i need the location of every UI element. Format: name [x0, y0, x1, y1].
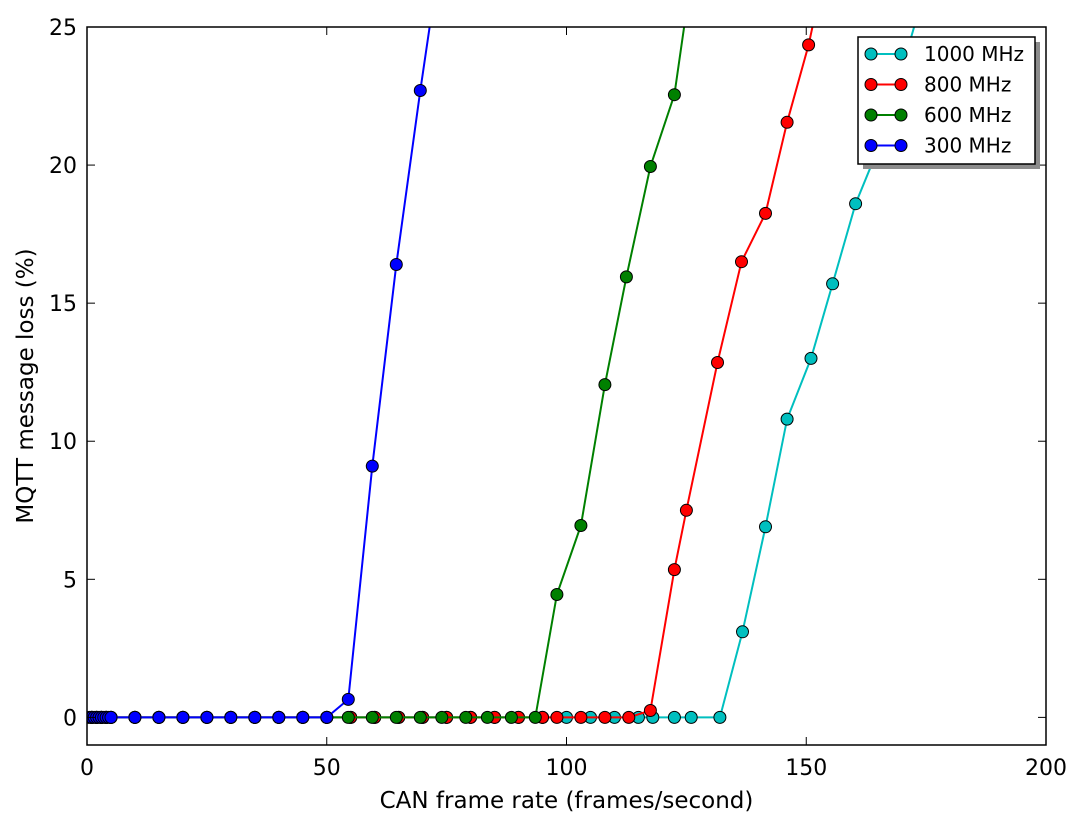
data-point	[200, 710, 214, 724]
data-point	[780, 412, 794, 426]
data-point	[480, 710, 494, 724]
data-point	[341, 710, 355, 724]
legend-marker	[864, 78, 878, 91]
data-point	[104, 710, 118, 724]
legend-label: 300 MHz	[924, 134, 1011, 158]
data-point	[643, 160, 657, 173]
legend-label: 600 MHz	[924, 103, 1011, 127]
legend: 1000 MHz 800 MHz 600 MHz 300 MHz	[857, 36, 1040, 169]
data-point	[759, 520, 772, 534]
y-tick-label: 5	[63, 568, 77, 593]
data-point	[759, 206, 772, 220]
data-point	[176, 710, 190, 724]
data-point	[224, 710, 238, 724]
data-point	[459, 710, 473, 724]
y-tick-label: 10	[49, 430, 77, 455]
data-point	[365, 710, 379, 724]
legend-marker	[894, 47, 908, 61]
tick-layer: 0 50 100 150 200 0 5 10 15 20 25	[49, 16, 1067, 781]
data-point	[598, 378, 612, 392]
y-axis-label: MQTT message loss (%)	[13, 248, 39, 523]
data-point	[320, 710, 334, 724]
data-point	[365, 459, 379, 473]
data-point	[679, 503, 693, 517]
y-tick-label: 15	[49, 292, 77, 317]
y-tick-label: 25	[49, 16, 77, 41]
data-point	[152, 710, 166, 724]
data-point	[435, 710, 449, 724]
x-axis-label: CAN frame rate (frames/second)	[380, 788, 754, 814]
data-point	[826, 277, 840, 291]
legend-item-300-mhz: 300 MHz	[864, 134, 1011, 158]
data-point	[849, 197, 863, 211]
legend-label: 800 MHz	[924, 73, 1011, 97]
x-tick-label: 100	[546, 756, 588, 781]
legend-marker	[864, 47, 878, 61]
legend-box	[857, 36, 1036, 165]
legend-marker	[864, 139, 878, 152]
y-tick-label: 20	[49, 154, 77, 179]
data-point	[128, 710, 142, 724]
x-tick-label: 50	[313, 756, 341, 781]
data-point	[735, 255, 748, 269]
legend-label: 1000 MHz	[924, 42, 1024, 66]
data-point	[272, 710, 286, 724]
data-point	[804, 351, 818, 365]
data-point	[619, 270, 633, 284]
data-point	[574, 710, 588, 724]
legend-marker	[894, 78, 908, 91]
data-point	[341, 692, 355, 706]
data-point	[713, 710, 727, 724]
legend-marker	[894, 108, 908, 122]
data-point	[802, 38, 816, 52]
y-tick-label: 0	[63, 706, 77, 731]
data-point	[667, 563, 681, 577]
legend-marker	[894, 139, 908, 152]
x-tick-label: 200	[1025, 756, 1067, 781]
data-point	[550, 588, 564, 601]
data-point	[389, 710, 403, 724]
data-point	[643, 704, 657, 717]
data-point	[413, 710, 427, 724]
data-point	[574, 519, 588, 532]
series-300-mhz	[87, 27, 431, 724]
data-point	[389, 258, 403, 271]
x-tick-label: 150	[785, 756, 827, 781]
data-point	[504, 710, 518, 724]
data-point	[598, 710, 612, 724]
data-point	[684, 710, 698, 724]
data-point	[622, 710, 636, 724]
data-point	[667, 710, 681, 724]
data-point	[550, 710, 564, 724]
legend-item-600-mhz: 600 MHz	[864, 103, 1011, 127]
legend-item-1000-mhz: 1000 MHz	[864, 42, 1024, 66]
data-point	[711, 356, 724, 369]
data-point	[736, 625, 749, 639]
x-tick-label: 0	[80, 756, 94, 781]
legend-item-800-mhz: 800 MHz	[864, 73, 1011, 97]
data-point	[413, 84, 427, 97]
data-point	[528, 710, 542, 724]
legend-marker	[864, 108, 878, 122]
data-point	[248, 710, 262, 724]
data-point	[296, 710, 310, 724]
data-point	[667, 88, 681, 102]
data-point	[780, 115, 794, 129]
